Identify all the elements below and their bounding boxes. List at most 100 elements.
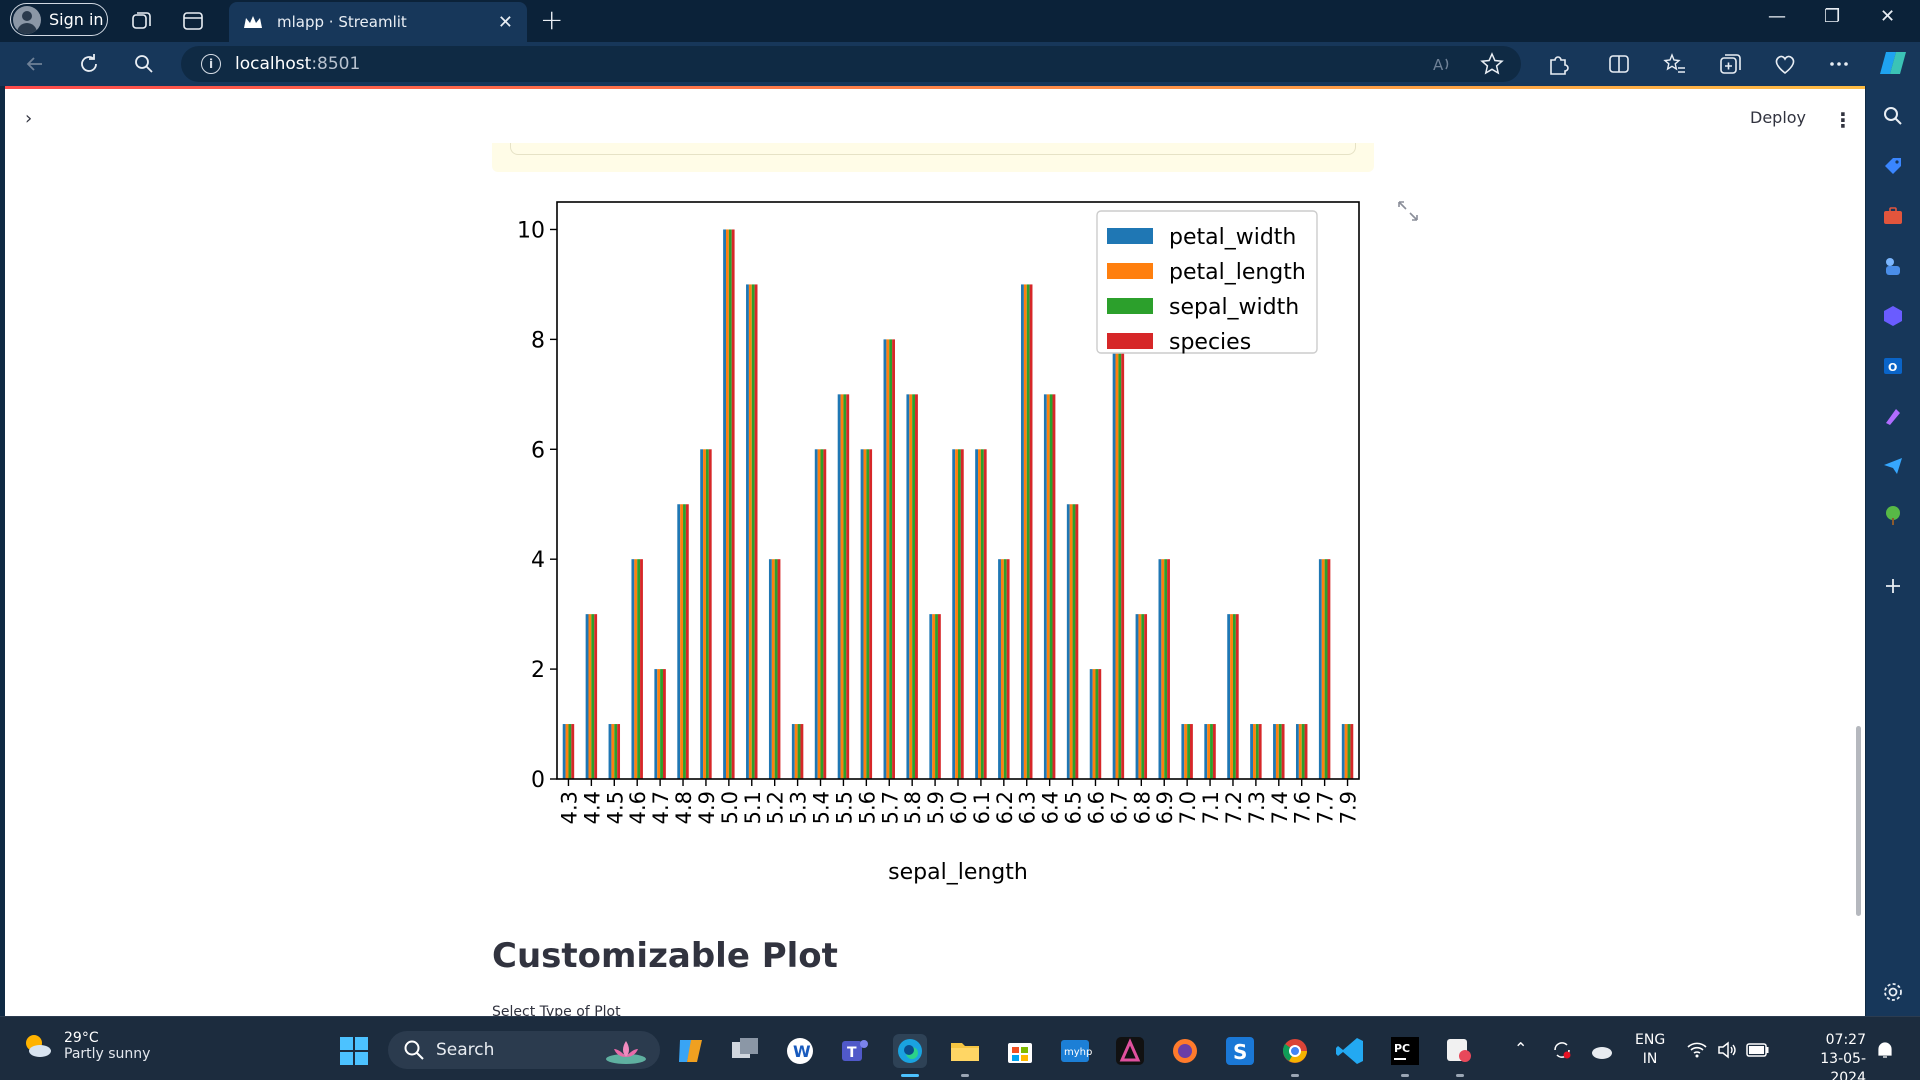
bar-species-5.0 xyxy=(731,229,735,779)
bar-species-4.8 xyxy=(685,504,689,779)
microsoft-365-icon[interactable] xyxy=(1881,304,1905,328)
add-sidebar-app-icon[interactable] xyxy=(1881,574,1905,598)
ms-word-icon[interactable]: W xyxy=(783,1034,817,1068)
new-tab-button[interactable]: + xyxy=(540,3,564,36)
sidebar-expand-icon[interactable]: › xyxy=(25,108,33,129)
fullscreen-expand-icon[interactable] xyxy=(1395,198,1421,224)
bar-species-7.3 xyxy=(1258,724,1262,779)
shopping-tag-icon[interactable] xyxy=(1881,154,1905,178)
myhp-icon[interactable]: myhp xyxy=(1058,1034,1092,1068)
bar-sepal_width-6.0 xyxy=(958,449,961,779)
bar-petal_width-5.0 xyxy=(723,229,726,779)
region-code: IN xyxy=(1642,1051,1658,1067)
bar-petal_length-6.4 xyxy=(1046,394,1050,779)
taskbar-search[interactable]: Search xyxy=(388,1031,660,1069)
onedrive-icon[interactable] xyxy=(1590,1041,1614,1061)
language-indicator[interactable]: ENG IN xyxy=(1635,1031,1665,1069)
legend-swatch-petal_width xyxy=(1107,228,1153,244)
bar-petal_length-5.8 xyxy=(909,394,913,779)
bar-petal_width-7.3 xyxy=(1250,724,1254,779)
bar-petal_width-4.5 xyxy=(608,724,612,779)
tab-title: mlapp · Streamlit xyxy=(277,13,407,31)
tools-briefcase-icon[interactable] xyxy=(1881,204,1905,228)
bar-petal_length-6.6 xyxy=(1092,669,1096,779)
restore-button[interactable]: ❐ xyxy=(1824,6,1841,27)
bar-petal_width-6.0 xyxy=(952,449,956,779)
clock-date: 13-05-2024 xyxy=(1820,1051,1866,1080)
active-tab[interactable]: mlapp · Streamlit ✕ xyxy=(229,2,527,42)
read-aloud-icon[interactable]: A xyxy=(1429,51,1455,77)
settings-gear-icon[interactable] xyxy=(1881,980,1905,1004)
y-tick-label: 0 xyxy=(531,768,545,793)
send-icon[interactable] xyxy=(1881,454,1905,478)
workspaces-icon[interactable] xyxy=(128,8,154,34)
tab-close-icon[interactable]: ✕ xyxy=(497,12,513,33)
snipping-tool-icon[interactable] xyxy=(1443,1034,1477,1068)
minimize-button[interactable]: — xyxy=(1768,6,1786,27)
bar-petal_width-6.4 xyxy=(1043,394,1047,779)
windows-start-icon[interactable] xyxy=(338,1035,370,1067)
vertical-tabs-icon[interactable] xyxy=(180,8,206,34)
wifi-icon[interactable] xyxy=(1686,1039,1708,1061)
main-menu-icon[interactable]: ⋮ xyxy=(1833,108,1853,132)
task-view-icon[interactable] xyxy=(728,1034,762,1068)
bar-sepal_width-4.5 xyxy=(614,724,618,779)
teams-icon[interactable]: T xyxy=(838,1034,872,1068)
firefox-icon[interactable] xyxy=(1168,1034,1202,1068)
legend-swatch-sepal_width xyxy=(1107,298,1153,314)
collections-icon[interactable] xyxy=(1717,51,1743,77)
file-explorer-icon[interactable] xyxy=(948,1034,982,1068)
bar-species-7.6 xyxy=(1304,724,1308,779)
bar-sepal_width-6.5 xyxy=(1072,504,1076,779)
bar-petal_width-6.5 xyxy=(1066,504,1070,779)
bar-species-5.3 xyxy=(800,724,804,779)
refresh-icon[interactable] xyxy=(76,51,102,77)
close-window-button[interactable]: ✕ xyxy=(1880,6,1896,27)
chrome-icon[interactable] xyxy=(1278,1034,1312,1068)
x-tick-label: 6.4 xyxy=(1039,791,1063,824)
sidebar-search-icon[interactable] xyxy=(1881,104,1905,128)
url-bar[interactable]: i localhost:8501 xyxy=(181,46,1521,82)
tray-overflow-icon[interactable]: ⌃ xyxy=(1514,1039,1528,1058)
favorites-list-icon[interactable] xyxy=(1662,51,1688,77)
bar-sepal_width-5.0 xyxy=(728,229,732,779)
favorite-star-icon[interactable] xyxy=(1479,51,1505,77)
vscode-icon[interactable] xyxy=(1333,1034,1367,1068)
weather-widget[interactable]: 29°C Partly sunny xyxy=(20,1029,150,1063)
bar-species-4.4 xyxy=(594,614,598,779)
bar-petal_width-6.7 xyxy=(1112,339,1116,779)
bar-petal_length-6.5 xyxy=(1069,504,1073,779)
battery-icon[interactable] xyxy=(1746,1041,1770,1059)
volume-icon[interactable] xyxy=(1716,1039,1738,1061)
designer-icon[interactable] xyxy=(1881,404,1905,428)
split-screen-icon[interactable] xyxy=(1606,51,1632,77)
extensions-icon[interactable] xyxy=(1545,51,1571,77)
sign-in-button[interactable]: Sign in xyxy=(10,3,108,36)
system-clock[interactable]: 07:27 13-05-2024 xyxy=(1786,1031,1866,1080)
partly-sunny-icon xyxy=(26,1035,51,1057)
copilot-taskbar-icon[interactable] xyxy=(674,1034,708,1068)
browser-essentials-icon[interactable] xyxy=(1772,51,1798,77)
x-tick-label: 6.6 xyxy=(1084,791,1108,824)
outlook-icon[interactable]: O xyxy=(1881,354,1905,378)
tree-icon[interactable] xyxy=(1881,504,1905,528)
notification-bell-icon[interactable] xyxy=(1874,1039,1896,1061)
sync-icon[interactable] xyxy=(1551,1039,1573,1061)
search-magnifier-icon xyxy=(404,1040,424,1060)
games-icon[interactable] xyxy=(1881,254,1905,278)
bar-petal_length-6.0 xyxy=(955,449,958,779)
edge-browser-icon[interactable] xyxy=(893,1034,927,1068)
more-options-icon[interactable] xyxy=(1826,51,1852,77)
pycharm-icon[interactable]: PC xyxy=(1388,1034,1422,1068)
affinity-icon[interactable] xyxy=(1113,1034,1147,1068)
search-icon[interactable] xyxy=(131,51,157,77)
ms-store-icon[interactable] xyxy=(1003,1034,1037,1068)
back-arrow-icon[interactable] xyxy=(22,51,48,77)
page-scrollbar[interactable] xyxy=(1856,726,1861,916)
bar-sepal_width-7.6 xyxy=(1301,724,1305,779)
copilot-icon[interactable] xyxy=(1878,48,1908,78)
deploy-button[interactable]: Deploy xyxy=(1750,108,1807,127)
site-info-icon[interactable]: i xyxy=(201,54,221,74)
s-app-icon[interactable]: S xyxy=(1223,1034,1257,1068)
x-tick-label: 4.6 xyxy=(626,791,650,824)
